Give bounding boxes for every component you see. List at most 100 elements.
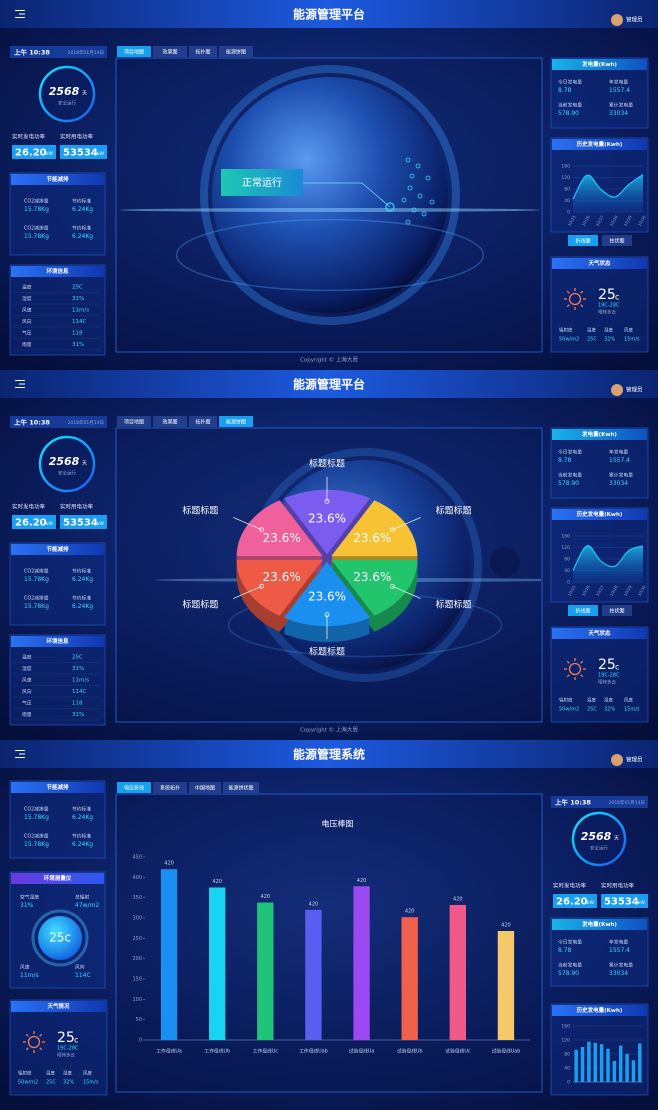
clock-date: 2018年01月14日 [609,799,645,806]
env-value: 114C [72,319,86,325]
value-label: 23.6% [353,531,391,545]
panel-header [11,174,104,185]
item-label: 累计发电量 [609,102,633,109]
y-tick-label: 80 [564,187,570,193]
bar [580,1047,585,1082]
toggle-button[interactable] [568,605,598,616]
leader-line [233,585,262,599]
slice [284,489,370,555]
power-value: 26.20 [15,518,47,529]
slice-label: 标题标题 [182,599,218,611]
power-label: 实时发电功率 [553,882,587,890]
env-value: 25C [72,655,83,661]
tab-label[interactable]: 能源饼状图 [228,785,253,792]
tab-label[interactable]: 项目地图 [124,419,144,426]
bar [606,1048,610,1082]
weather-range: 19C-28C [598,673,620,679]
x-tick-label: 工作母线Uc [253,1048,279,1055]
tab[interactable] [153,782,187,793]
tab[interactable] [189,416,217,427]
toggle-button[interactable] [568,235,598,246]
weather-value: 32% [604,707,615,713]
weather-value: 50w/m2 [559,337,579,343]
item-value: 15.78Kg [24,814,49,821]
item-label: 年发电量 [609,449,628,456]
weather-value: 25C [587,337,597,343]
leader-line [392,585,421,599]
sun-ray [39,1033,43,1037]
item-value: 15.78Kg [24,603,49,610]
y-tick-label: 40 [564,198,570,204]
tab-label[interactable]: 能源饼图 [226,49,246,56]
panel-header [11,544,104,555]
avatar[interactable] [611,384,623,396]
tab[interactable] [117,416,151,427]
slice-label: 标题标题 [436,504,472,516]
tab[interactable] [117,46,151,57]
bar [209,887,226,1040]
tab-label[interactable]: 拓扑图 [195,49,210,56]
tab[interactable] [153,416,187,427]
weather-label: 风度 [624,327,633,334]
y-tick-label: 0 [567,210,570,216]
env-label: 温度 [22,654,32,661]
y-tick-label: 300 [132,916,142,922]
avatar[interactable] [611,754,623,766]
tab-label[interactable]: 系统拓扑 [160,785,180,792]
y-tick-label: 100 [132,997,142,1003]
tab-label[interactable]: 电压折线 [124,785,144,792]
user-name[interactable]: 管理员 [626,756,643,764]
avatar[interactable] [611,14,623,26]
leader-dot [259,527,264,533]
tab-label[interactable]: 拓扑图 [195,419,210,426]
bar [401,917,418,1040]
chart-title: 电压棒图 [322,819,354,829]
tab[interactable] [189,46,217,57]
tab-label[interactable]: 能源饼图 [226,419,246,426]
bar-label: 420 [501,923,511,929]
weather-unit: c [615,293,619,302]
tab[interactable] [153,46,187,57]
tab-label[interactable]: 效果图 [162,419,177,426]
marker-dot [409,173,415,179]
status-box[interactable] [221,169,303,196]
tab[interactable] [223,782,259,793]
item-label: 节约标准 [72,833,91,840]
status-label[interactable]: 正常运行 [242,176,282,189]
tab[interactable] [117,782,151,793]
env-value: 11m/s [72,678,89,684]
weather-value: 32% [63,1080,74,1086]
tab[interactable] [189,782,221,793]
marker-dot [405,219,411,225]
user-name[interactable]: 管理员 [626,16,643,24]
toggle-label[interactable]: 折线图 [575,608,590,615]
bar [593,1042,598,1082]
toggle-button[interactable] [602,235,632,246]
toggle-label[interactable]: 折线图 [575,238,590,245]
tab[interactable] [219,46,253,57]
bar [618,1045,623,1082]
y-tick-label: 120 [561,1038,570,1044]
toggle-label[interactable]: 柱状图 [609,608,624,615]
bar [497,931,515,1040]
panel-title: 历史发电量(Kwh) [577,510,623,518]
bar [353,886,370,1040]
tab-label[interactable]: 效果图 [162,49,177,56]
env-value: 31% [72,712,84,718]
leader-dot [390,583,395,589]
power-unit: kW [46,521,54,527]
tab-label[interactable]: 中国地图 [195,785,215,792]
toggle-label[interactable]: 柱状图 [609,238,624,245]
item-value: 1557.4 [609,457,630,464]
tab[interactable] [219,416,253,427]
gauge-ring [38,65,96,123]
panel-header [11,873,104,884]
power-box [601,894,648,908]
panel-title: 节能减排 [46,783,69,791]
toggle-button[interactable] [602,605,632,616]
power-unit: kW [46,151,54,157]
tab-label[interactable]: 项目地图 [124,49,144,56]
weather-label: 湿度 [604,327,613,334]
user-name[interactable]: 管理员 [626,386,643,394]
gauge-label: 安全运行 [58,100,76,107]
